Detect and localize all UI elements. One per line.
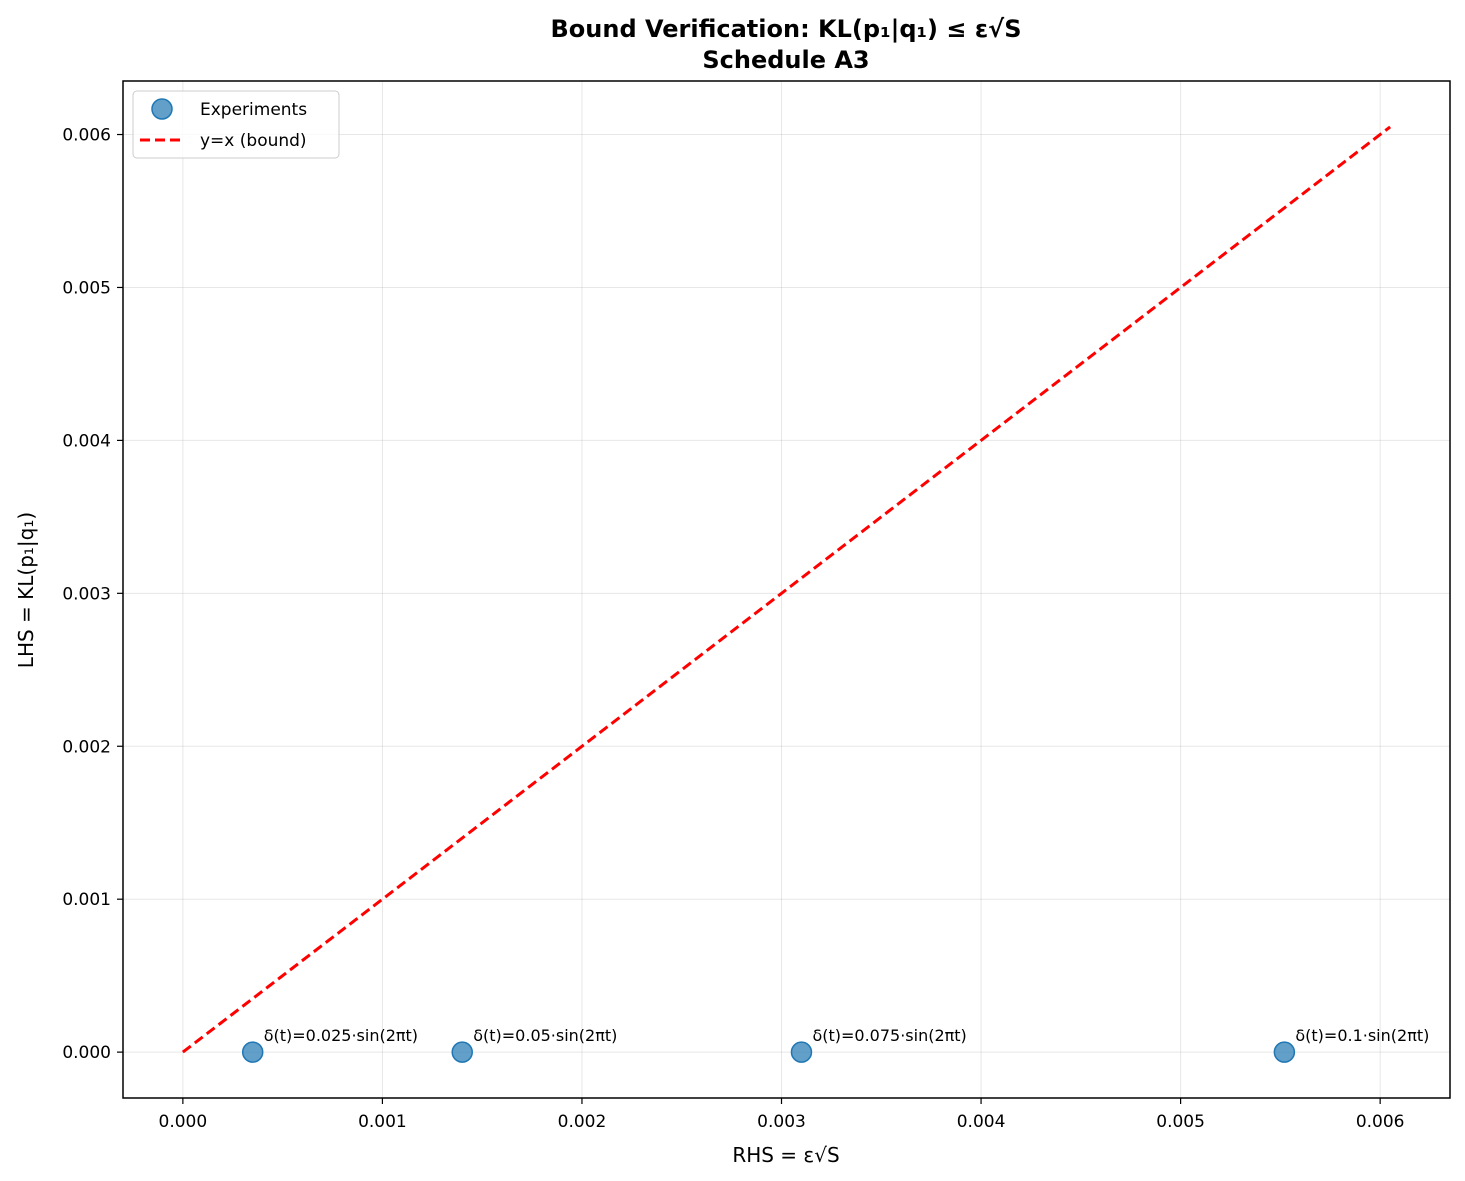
legend-marker-experiments: [151, 98, 173, 120]
point-annotations: δ(t)=0.025·sin(2πt) δ(t)=0.05·sin(2πt) δ(t…: [264, 1026, 1430, 1045]
y-axis-label: LHS = KL(p₁|q₁): [14, 512, 38, 668]
grid: [123, 81, 1450, 1098]
y-tick-label: 0.000: [62, 1043, 111, 1063]
point-annotation: δ(t)=0.05·sin(2πt): [473, 1026, 617, 1045]
y-tick-label: 0.006: [62, 126, 111, 146]
scatter-point: [451, 1041, 473, 1063]
x-tick-label: 0.004: [957, 1112, 1006, 1132]
y-tick-label: 0.003: [62, 584, 111, 604]
y-tick-label: 0.002: [62, 737, 111, 757]
x-tick-label: 0.002: [558, 1112, 607, 1132]
axis-ticks: 0.000 0.001 0.002 0.003 0.004 0.005 0.006 0.000…: [62, 126, 1404, 1132]
chart-subtitle: Schedule A3: [702, 46, 869, 74]
scatter-point: [241, 1041, 264, 1063]
x-axis-label: RHS = ε√S: [732, 1143, 839, 1167]
y-tick-label: 0.001: [62, 890, 111, 910]
bound-line: [181, 125, 1392, 1054]
bound-line-layer: [181, 125, 1392, 1054]
x-tick-label: 0.001: [358, 1112, 407, 1132]
y-tick-label: 0.004: [62, 431, 111, 451]
legend: Experiments y=x (bound): [132, 90, 340, 159]
legend-label-bound: y=x (bound): [200, 131, 307, 151]
scatter-point: [1273, 1041, 1296, 1063]
scatter-points: [241, 1041, 1296, 1063]
point-annotation: δ(t)=0.025·sin(2πt): [264, 1026, 418, 1045]
y-tick-label: 0.005: [62, 278, 111, 298]
x-tick-label: 0.005: [1156, 1112, 1205, 1132]
x-tick-label: 0.003: [757, 1112, 806, 1132]
chart-title: Bound Verification: KL(p₁|q₁) ≤ ε√S: [551, 15, 1022, 43]
x-tick-label: 0.000: [159, 1112, 208, 1132]
legend-box: [132, 90, 340, 159]
plot-frame: [122, 80, 1451, 1099]
x-tick-label: 0.006: [1356, 1112, 1405, 1132]
point-annotation: δ(t)=0.075·sin(2πt): [812, 1026, 966, 1045]
point-annotation: δ(t)=0.1·sin(2πt): [1295, 1026, 1429, 1045]
legend-label-experiments: Experiments: [200, 100, 307, 120]
scatter-point: [790, 1041, 813, 1063]
